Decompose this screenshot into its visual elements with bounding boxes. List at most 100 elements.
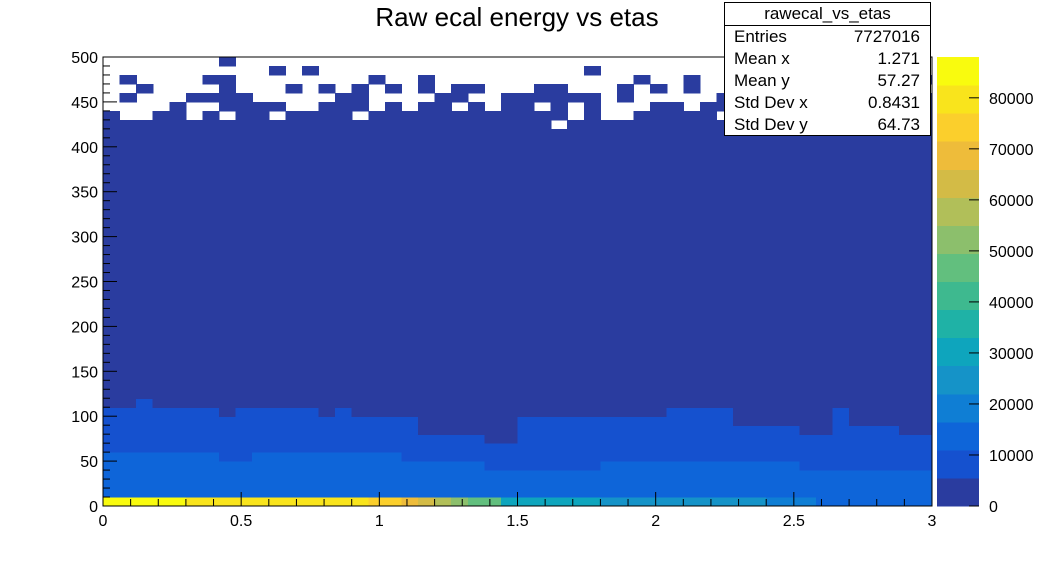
heatmap-cell — [335, 263, 353, 274]
heatmap-cell — [534, 83, 552, 94]
heatmap-cell — [898, 497, 917, 507]
heatmap-cell — [351, 479, 369, 489]
heatmap-cell — [616, 470, 635, 480]
heatmap-cell — [865, 443, 883, 453]
heatmap-cell — [185, 308, 204, 319]
heatmap-cell — [185, 362, 204, 372]
heatmap-cell — [815, 155, 834, 166]
heatmap-cell — [699, 497, 718, 507]
heatmap-cell — [268, 380, 286, 390]
heatmap-cell — [716, 353, 734, 363]
heatmap-cell — [699, 146, 718, 157]
heatmap-cell — [666, 218, 684, 229]
heatmap-cell — [219, 497, 237, 507]
heatmap-cell — [600, 425, 618, 435]
heatmap-cell — [169, 497, 187, 507]
heatmap-cell — [567, 290, 585, 301]
heatmap-cell — [434, 335, 452, 345]
heatmap-cell — [583, 119, 601, 130]
heatmap-cell — [235, 326, 253, 336]
heatmap-cell — [301, 443, 320, 453]
heatmap-cell — [418, 470, 436, 480]
heatmap-cell — [434, 326, 452, 336]
heatmap-cell — [103, 146, 121, 157]
heatmap-cell — [335, 110, 353, 121]
heatmap-cell — [268, 155, 286, 166]
heatmap-cell — [832, 137, 850, 148]
heatmap-cell — [650, 200, 668, 211]
heatmap-cell — [384, 425, 403, 435]
heatmap-cell — [550, 362, 568, 372]
heatmap-cell — [832, 173, 850, 184]
palette-tick-label: 10000 — [989, 448, 1034, 465]
heatmap-cell — [235, 146, 253, 157]
heatmap-cell — [103, 290, 121, 301]
heatmap-cell — [368, 416, 386, 426]
heatmap-cell — [136, 407, 154, 417]
heatmap-cell — [467, 452, 485, 462]
heatmap-cell — [782, 443, 800, 453]
heatmap-cell — [550, 461, 568, 471]
heatmap-cell — [849, 290, 867, 301]
heatmap-cell — [467, 155, 485, 166]
heatmap-cell — [733, 434, 751, 444]
heatmap-cell — [351, 299, 369, 310]
heatmap-cell — [268, 209, 286, 220]
heatmap-cell — [616, 335, 635, 345]
heatmap-cell — [119, 461, 137, 471]
heatmap-cell — [550, 479, 568, 489]
heatmap-cell — [202, 443, 220, 453]
stats-entries-value: 7727016 — [853, 27, 920, 46]
heatmap-cell — [849, 326, 867, 336]
heatmap-cell — [119, 218, 137, 229]
heatmap-cell — [550, 245, 568, 256]
heatmap-cell — [849, 245, 867, 256]
heatmap-cell — [301, 263, 320, 274]
heatmap-cell — [268, 218, 286, 229]
heatmap-cell — [351, 173, 369, 184]
heatmap-cell — [484, 443, 502, 453]
heatmap-cell — [915, 155, 933, 166]
heatmap-cell — [517, 173, 535, 184]
palette-swatch — [937, 309, 979, 339]
heatmap-cell — [832, 299, 850, 310]
heatmap-cell — [384, 470, 403, 480]
heatmap-cell — [650, 479, 668, 489]
heatmap-cell — [484, 425, 502, 435]
heatmap-cell — [318, 218, 336, 229]
heatmap-cell — [865, 173, 883, 184]
heatmap-cell — [202, 434, 220, 444]
heatmap-cell — [434, 272, 452, 283]
heatmap-cell — [567, 398, 585, 408]
heatmap-cell — [882, 434, 900, 444]
heatmap-cell — [119, 389, 137, 399]
heatmap-cell — [534, 182, 552, 193]
heatmap-cell — [683, 218, 701, 229]
heatmap-cell — [384, 371, 403, 381]
heatmap-cell — [633, 443, 651, 453]
heatmap-cell — [849, 335, 867, 345]
heatmap-cell — [567, 191, 585, 202]
heatmap-cell — [351, 146, 369, 157]
heatmap-cell — [534, 461, 552, 471]
heatmap-cell — [434, 92, 452, 103]
heatmap-cell — [699, 389, 718, 399]
heatmap-cell — [235, 479, 253, 489]
heatmap-cell — [832, 371, 850, 381]
heatmap-cell — [882, 398, 900, 408]
heatmap-cell — [285, 443, 303, 453]
heatmap-cell — [235, 209, 253, 220]
heatmap-cell — [600, 461, 618, 471]
heatmap-cell — [301, 290, 320, 301]
heatmap-cell — [865, 200, 883, 211]
heatmap-cell — [401, 155, 419, 166]
heatmap-cell — [550, 137, 568, 148]
heatmap-cell — [136, 344, 154, 354]
heatmap-cell — [318, 164, 336, 175]
heatmap-cell — [285, 272, 303, 283]
heatmap-cell — [534, 173, 552, 184]
heatmap-cell — [600, 326, 618, 336]
heatmap-cell — [136, 272, 154, 283]
heatmap-cell — [683, 425, 701, 435]
heatmap-cell — [600, 497, 618, 507]
